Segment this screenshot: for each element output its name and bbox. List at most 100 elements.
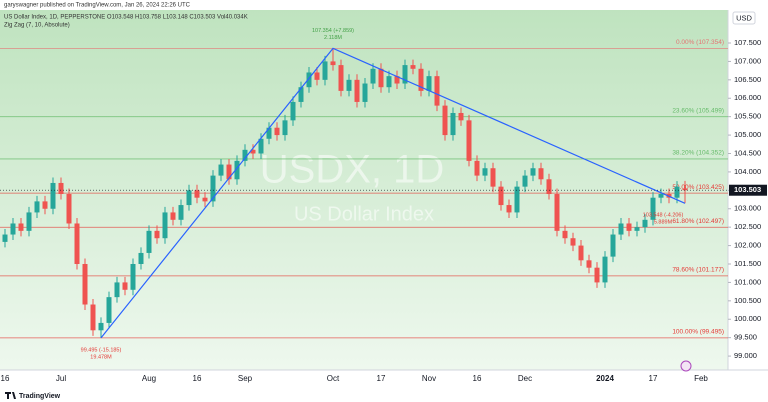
candle-body (418, 68, 424, 91)
candle-body (450, 112, 456, 136)
fib-label: 61.80% (102.497) (672, 218, 724, 225)
candle-body (642, 219, 648, 228)
candle-body (274, 127, 280, 136)
candle-body (466, 120, 472, 161)
candle-body (650, 197, 656, 220)
candle-body (82, 263, 88, 305)
y-tick-label: 105.000 (734, 130, 761, 139)
currency[interactable]: USD (736, 13, 752, 22)
x-tick-label: Oct (327, 374, 340, 383)
y-tick-label: 100.000 (734, 314, 761, 323)
candle-body (618, 223, 624, 235)
zigzag-label: 2.118M (324, 35, 342, 41)
y-tick-label: 103.000 (734, 204, 761, 213)
x-tick-label: 17 (377, 374, 386, 383)
fib-label: 100.00% (99.495) (672, 329, 724, 336)
candle-body (338, 65, 344, 91)
event-icon[interactable] (680, 360, 692, 372)
candle-body (26, 212, 32, 231)
candle-body (562, 230, 568, 239)
candle-body (306, 72, 312, 88)
candle-body (114, 282, 120, 298)
symbol-header: US Dollar Index, 1D, PEPPERSTONE O103.54… (4, 15, 248, 21)
candle-body (426, 76, 432, 91)
y-tick-label: 99.000 (734, 351, 757, 360)
candle-body (378, 68, 384, 88)
candle-body (98, 322, 104, 331)
candle-body (578, 245, 584, 261)
zigzag-label: 19.478M (90, 354, 112, 360)
candle-body (530, 168, 536, 176)
y-tick-label: 101.000 (734, 277, 761, 286)
candle-body (50, 182, 56, 209)
x-tick-label: Dec (518, 374, 532, 383)
candle-body (218, 164, 224, 176)
zigzag-label: 5.889M (654, 220, 673, 226)
candle-body (538, 168, 544, 180)
x-tick-label: 16 (473, 374, 482, 383)
candle-body (362, 83, 368, 102)
indicator-name: Zig Zag (7, 10, Absolute) (4, 23, 70, 29)
candle-body (498, 186, 504, 206)
candle-body (210, 175, 216, 202)
x-tick-label: 17 (649, 374, 658, 383)
candle-body (586, 260, 592, 268)
fib-label: 0.00% (107.354) (676, 39, 724, 46)
candle-body (234, 160, 240, 180)
fib-label: 50.00% (103.425) (672, 184, 724, 191)
candle-body (186, 190, 192, 206)
y-tick-label: 106.500 (734, 75, 761, 84)
zigzag-line (100, 47, 686, 339)
x-tick-label: Jul (56, 374, 66, 383)
candle-body (314, 72, 320, 80)
candle-body (34, 201, 40, 213)
candle-body (58, 182, 64, 195)
candle-body (250, 149, 256, 154)
y-tick-label: 105.500 (734, 112, 761, 121)
candle-body (594, 267, 600, 283)
candle-body (42, 201, 48, 209)
x-tick-label: Aug (142, 374, 156, 383)
y-tick-label: 102.500 (734, 222, 761, 231)
candle-body (122, 282, 128, 290)
candle-body (2, 234, 8, 242)
candle-body (322, 61, 328, 80)
footer (0, 388, 768, 402)
candle-body (514, 186, 520, 213)
fib-label: 38.20% (104.352) (672, 150, 724, 157)
candle-body (490, 168, 496, 187)
candle-body (74, 223, 80, 264)
x-tick-label: 16 (193, 374, 202, 383)
candle-body (522, 175, 528, 187)
zigzag-label: 103.548 (-4.206) (643, 213, 684, 219)
y-tick-label: 99.500 (734, 333, 757, 342)
candle-body (258, 138, 264, 154)
candle-body (154, 230, 160, 239)
candle-body (370, 68, 376, 84)
candle-body (178, 205, 184, 220)
x-tick-label: Nov (422, 374, 436, 383)
publisher-line: garyswagner published on TradingView.com… (4, 3, 191, 9)
candle-body (402, 65, 408, 84)
candle-body (162, 212, 168, 239)
fib-label: 23.60% (105.499) (672, 107, 724, 114)
watermark-name: US Dollar Index (294, 203, 434, 225)
x-tick-label: Sep (238, 374, 253, 383)
candle-body (602, 256, 608, 283)
candle-body (394, 76, 400, 84)
candle-body (10, 223, 16, 235)
candle-body (458, 112, 464, 121)
candle-body (554, 194, 560, 231)
x-tick-label: Feb (694, 374, 708, 383)
zigzag-label: 99.495 (-15.185) (81, 347, 122, 353)
candle-body (346, 79, 352, 91)
candle-body (138, 252, 144, 264)
currency-box[interactable] (732, 11, 756, 25)
y-tick-label: 106.000 (734, 93, 761, 102)
last-price-box (729, 184, 767, 196)
candle-body (410, 65, 416, 69)
x-tick-label: 16 (1, 374, 10, 383)
candle-body (170, 212, 176, 220)
candle-body (674, 186, 680, 198)
